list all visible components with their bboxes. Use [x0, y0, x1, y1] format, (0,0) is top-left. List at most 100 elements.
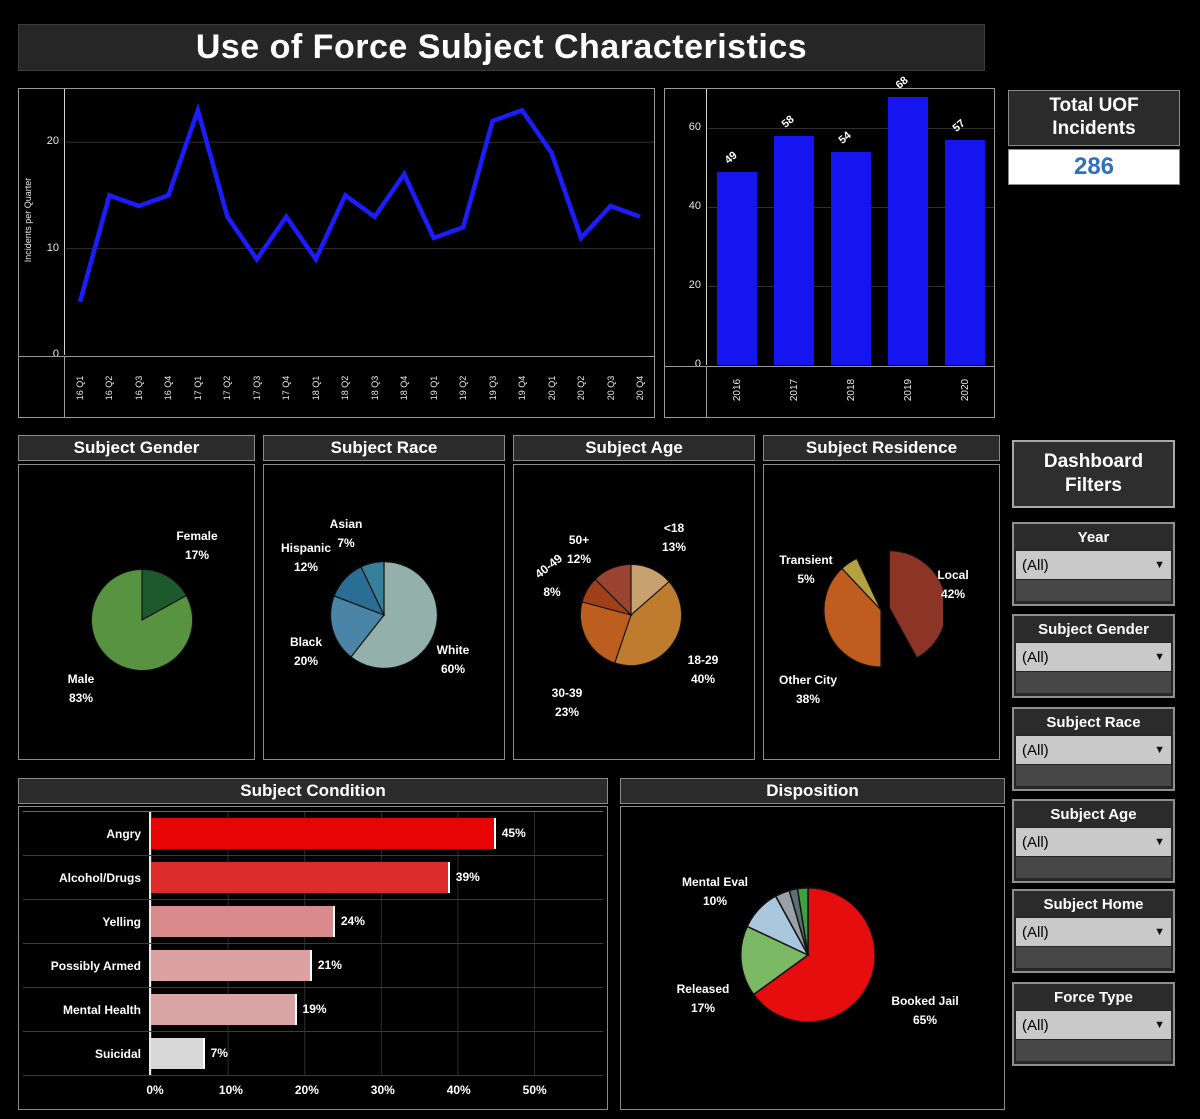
age-label-under18: <18 13% [661, 521, 687, 555]
pie-slice-18-29 [614, 580, 683, 667]
x-tick-label: 30% [370, 1083, 395, 1097]
chevron-down-icon: ▼ [1154, 651, 1165, 663]
pie-slice-Local [888, 550, 943, 659]
residence-pie-panel: Transient 5% Local 42% Other City 38% [763, 464, 1000, 760]
filter-gender-label: Subject Gender [1014, 616, 1173, 642]
pie-slice-Female [141, 568, 188, 621]
condition-bar-track: 39% [149, 856, 603, 899]
chevron-down-icon: ▼ [1154, 744, 1165, 756]
x-axis-label: 2018 [845, 378, 857, 402]
axis-corner [665, 367, 707, 417]
page-title: Use of Force Subject Characteristics [18, 24, 985, 71]
pie-slice-other [796, 887, 809, 956]
filter-race-dropdown[interactable]: (All) ▼ [1016, 736, 1171, 764]
bar-value-label: 68 [893, 74, 911, 92]
condition-row: Yelling 24% [23, 900, 603, 944]
y-tick-label: 20 [688, 279, 701, 292]
filter-force-label: Force Type [1014, 984, 1173, 1010]
filter-strip [1016, 857, 1171, 878]
filter-strip [1016, 765, 1171, 786]
disposition-label-released: Released 17% [676, 982, 730, 1016]
residence-label-local: Local 42% [937, 568, 969, 602]
condition-bar-track: 7% [149, 1032, 603, 1075]
condition-category-label: Yelling [102, 914, 141, 929]
filter-force-dropdown[interactable]: (All) ▼ [1016, 1011, 1171, 1039]
condition-x-axis: 0% 10% 20% 30% 40% 50% [146, 1075, 603, 1105]
race-pie-title: Subject Race [263, 435, 505, 461]
x-tick-label: 50% [522, 1083, 547, 1097]
residence-pie-chart [823, 550, 943, 668]
kpi-label: Total UOF Incidents [1008, 90, 1180, 146]
line-y-axis-title: Incidents per Quarter [23, 177, 33, 263]
condition-category-label: Suicidal [94, 1046, 141, 1061]
condition-bar-track: 19% [149, 988, 603, 1031]
condition-bar-track: 21% [149, 944, 603, 987]
condition-row: Mental Health 19% [23, 988, 603, 1032]
gridline [708, 128, 994, 130]
condition-bar [151, 1038, 205, 1069]
race-pie-panel: Asian 7% Hispanic 12% Black 20% White 60% [263, 464, 505, 760]
condition-bar-track: 45% [149, 812, 603, 855]
condition-row: Possibly Armed 21% [23, 944, 603, 988]
y-tick-label: 0 [52, 348, 59, 360]
bar-chart-area: 0 20 40 60 49 58 54 68 57 [665, 74, 994, 370]
age-label-30-39: 30-39 23% [551, 686, 583, 720]
gender-pie-title: Subject Gender [18, 435, 255, 461]
condition-bar-value: 39% [455, 870, 480, 884]
filter-age-value: (All) [1022, 833, 1049, 851]
filter-year: Year (All) ▼ [1012, 522, 1175, 606]
filter-year-label: Year [1014, 524, 1173, 550]
filter-home-value: (All) [1022, 923, 1049, 941]
x-tick-label: 20% [294, 1083, 319, 1097]
filter-force-type: Force Type (All) ▼ [1012, 982, 1175, 1066]
gender-label-female: Female 17% [176, 529, 218, 563]
disposition-label-mentaleval: Mental Eval 10% [681, 875, 749, 909]
filter-age-dropdown[interactable]: (All) ▼ [1016, 828, 1171, 856]
condition-chart-panel: Subject Condition Angry 45% Alcohol/Drugs 3… [18, 778, 608, 1110]
y-tick-label: 20 [46, 135, 59, 148]
disposition-pie-panel: Disposition Mental Eval 10% Released 17% B… [620, 778, 1005, 1110]
annual-bar [831, 152, 871, 365]
condition-bar [151, 862, 450, 893]
race-label-hispanic: Hispanic 12% [280, 541, 331, 575]
race-label-asian: Asian 7% [329, 517, 363, 551]
annual-bar [716, 171, 757, 365]
line-chart-area: Incidents per Quarter 0 10 20 [19, 89, 654, 360]
chevron-down-icon: ▼ [1154, 559, 1165, 571]
pie-slice-30-39 [579, 601, 632, 664]
filter-home-dropdown[interactable]: (All) ▼ [1016, 918, 1171, 946]
line-x-axis: 16 Q1 16 Q2 16 Q3 16 Q4 17 Q1 17 Q2 17 Q3 17 Q4… [19, 356, 654, 417]
pie-slice-50+ [594, 563, 632, 617]
filter-year-dropdown[interactable]: (All) ▼ [1016, 551, 1171, 579]
residence-pie-title: Subject Residence [763, 435, 1000, 461]
x-axis-label: 2017 [788, 378, 800, 402]
x-axis-label: 2020 [959, 378, 971, 402]
annual-bar [888, 96, 929, 365]
filter-strip [1016, 1040, 1171, 1061]
pie-slice-Asian [360, 561, 385, 616]
condition-bar [151, 906, 335, 937]
filter-strip [1016, 672, 1171, 693]
age-pie-panel: <18 13% 50+ 12% 40-49 8% 18-29 40% 30-39 23% [513, 464, 755, 760]
gender-pie-chart [90, 568, 194, 672]
condition-row: Alcohol/Drugs 39% [23, 856, 603, 900]
y-tick-label: 10 [46, 241, 59, 254]
disposition-pie-chart [740, 887, 876, 1023]
pie-slice-Other City [823, 567, 882, 668]
annual-bar [773, 136, 814, 365]
filter-gender-dropdown[interactable]: (All) ▼ [1016, 643, 1171, 671]
condition-bar-value: 21% [317, 958, 342, 972]
x-axis-label: 20 Q4 [635, 375, 645, 401]
filter-age-label: Subject Age [1014, 801, 1173, 827]
bar-value-label: 57 [950, 117, 969, 135]
condition-bar [151, 818, 496, 849]
bar-plot: 49 58 54 68 57 [708, 74, 994, 365]
condition-row: Angry 45% [23, 812, 603, 856]
dashboard-filters-header: Dashboard Filters [1012, 440, 1175, 508]
kpi-total-uof: Total UOF Incidents 286 [1008, 90, 1180, 185]
gender-pie-panel: Female 17% Male 83% [18, 464, 255, 760]
pie-slice-Black [330, 595, 385, 658]
quarterly-line-chart-panel: Incidents per Quarter 0 10 20 16 Q1 16 Q2 16… [18, 88, 655, 418]
chevron-down-icon: ▼ [1154, 1019, 1165, 1031]
line-plot [66, 89, 654, 355]
